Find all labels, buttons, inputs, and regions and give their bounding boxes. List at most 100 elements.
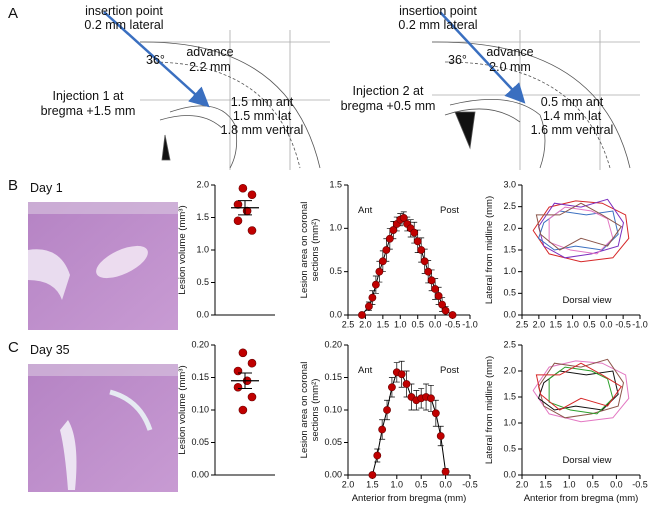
injection: bregma +0.5 mm xyxy=(341,99,436,113)
lesion-outline xyxy=(535,202,623,251)
data-point xyxy=(247,358,257,368)
x-tick-label: 0.5 xyxy=(587,479,600,489)
y-tick-label: 0.5 xyxy=(329,266,342,276)
data-point xyxy=(378,257,387,266)
x-tick-label: 0.5 xyxy=(411,319,424,329)
insertion-text: 0.2 mm lateral xyxy=(84,18,163,32)
y-axis-label: Lesion area on coronal xyxy=(299,362,310,459)
data-point xyxy=(233,382,243,392)
x-tick-label: 1.0 xyxy=(566,319,579,329)
y-tick-label: 0.5 xyxy=(503,443,516,453)
data-point xyxy=(365,302,373,311)
coords: 0.5 mm ant xyxy=(541,95,604,109)
data-point xyxy=(247,226,257,235)
data-point xyxy=(441,467,450,476)
data-point xyxy=(375,267,384,276)
y-tick-label: 0.10 xyxy=(191,404,209,414)
x-tick-label: 2.5 xyxy=(516,319,529,329)
x-tick-label: -0.5 xyxy=(462,479,478,489)
y-tick-label: 1.0 xyxy=(196,244,209,254)
data-point xyxy=(438,300,447,309)
y-axis-label: Lateral from midline (mm) xyxy=(484,356,495,464)
y-tick-label: 1.5 xyxy=(329,179,342,189)
data-point xyxy=(368,471,377,479)
atlas-right xyxy=(431,30,640,170)
data-point xyxy=(424,267,433,276)
x-tick-label: 1.0 xyxy=(391,479,404,489)
x-tick-label: 2.0 xyxy=(533,319,546,329)
x-tick-label: -0.5 xyxy=(632,479,648,489)
insertion-arrow xyxy=(103,11,210,108)
y-tick-label: 0.0 xyxy=(503,309,516,319)
x-tick-label: 1.0 xyxy=(563,479,576,489)
x-tick-label: 0.0 xyxy=(610,479,623,489)
data-point xyxy=(427,394,435,403)
insertion-text: 0.2 mm lateral xyxy=(398,18,477,32)
y-tick-label: 0.10 xyxy=(324,404,342,414)
data-point xyxy=(383,406,391,414)
advance: 2.2 mm xyxy=(189,60,231,74)
data-point xyxy=(373,451,382,460)
y-tick-label: 0.05 xyxy=(191,437,209,447)
y-tick-label: 0.0 xyxy=(329,309,342,319)
x-axis-label: Anterior from bregma (mm) xyxy=(524,493,639,504)
x-tick-label: 1.5 xyxy=(366,479,379,489)
x-tick-label: 1.5 xyxy=(539,479,552,489)
advance: 2.0 mm xyxy=(489,60,531,74)
panel-title: Day 1 xyxy=(30,181,63,195)
y-tick-label: 1.0 xyxy=(503,417,516,427)
data-point xyxy=(436,432,445,440)
data-line xyxy=(371,371,447,476)
data-point xyxy=(431,409,440,418)
data-point xyxy=(378,425,387,434)
histology-image xyxy=(28,364,178,492)
x-tick-label: 2.0 xyxy=(359,319,372,329)
y-tick-label: 2.0 xyxy=(503,365,516,375)
injection: Injection 1 at xyxy=(53,89,124,103)
y-tick-label: 0.00 xyxy=(324,469,342,479)
lesion-outline xyxy=(535,362,623,411)
data-point xyxy=(388,383,396,392)
data-point xyxy=(448,311,457,319)
annotation: Post xyxy=(440,205,459,216)
y-tick-label: 1.0 xyxy=(503,266,516,276)
data-point xyxy=(420,257,429,266)
x-tick-label: -0.5 xyxy=(615,319,631,329)
error-bar xyxy=(238,372,252,390)
x-tick-label: 0.0 xyxy=(429,319,442,329)
annotation: Ant xyxy=(358,365,373,376)
y-tick-label: 3.0 xyxy=(503,179,516,189)
data-point xyxy=(389,226,398,234)
angle: 36° xyxy=(448,53,467,67)
y-tick-label: 0.0 xyxy=(196,309,209,319)
y-tick-label: 2.5 xyxy=(503,201,516,211)
y-axis-label: sections (mm²) xyxy=(310,219,321,282)
coords: 1.4 mm lat xyxy=(543,109,602,123)
panel-label: C xyxy=(8,339,19,356)
data-point xyxy=(233,366,243,376)
y-axis-label: Lesion area on coronal xyxy=(299,202,310,299)
data-point xyxy=(368,293,377,302)
x-tick-label: 2.0 xyxy=(342,479,355,489)
x-tick-label: -1.0 xyxy=(462,319,478,329)
data-point xyxy=(402,380,411,388)
data-point xyxy=(238,405,248,415)
x-tick-label: 1.0 xyxy=(394,319,407,329)
y-tick-label: 0.5 xyxy=(196,277,209,287)
data-point xyxy=(238,183,248,193)
data-point xyxy=(441,306,450,315)
annotation: Dorsal view xyxy=(562,295,611,306)
x-tick-label: 0.5 xyxy=(415,479,428,489)
insertion-text: insertion point xyxy=(85,4,163,18)
y-axis-label: sections (mm²) xyxy=(310,379,321,442)
data-point xyxy=(382,246,391,254)
x-tick-label: 0.5 xyxy=(583,319,596,329)
x-axis-label: Anterior from bregma (mm) xyxy=(352,493,467,504)
data-point xyxy=(238,348,248,358)
data-point xyxy=(358,311,366,319)
x-tick-label: -1.0 xyxy=(632,319,648,329)
coords: 1.8 mm ventral xyxy=(221,123,304,137)
data-point xyxy=(397,370,406,379)
y-tick-label: 0.00 xyxy=(191,469,209,479)
